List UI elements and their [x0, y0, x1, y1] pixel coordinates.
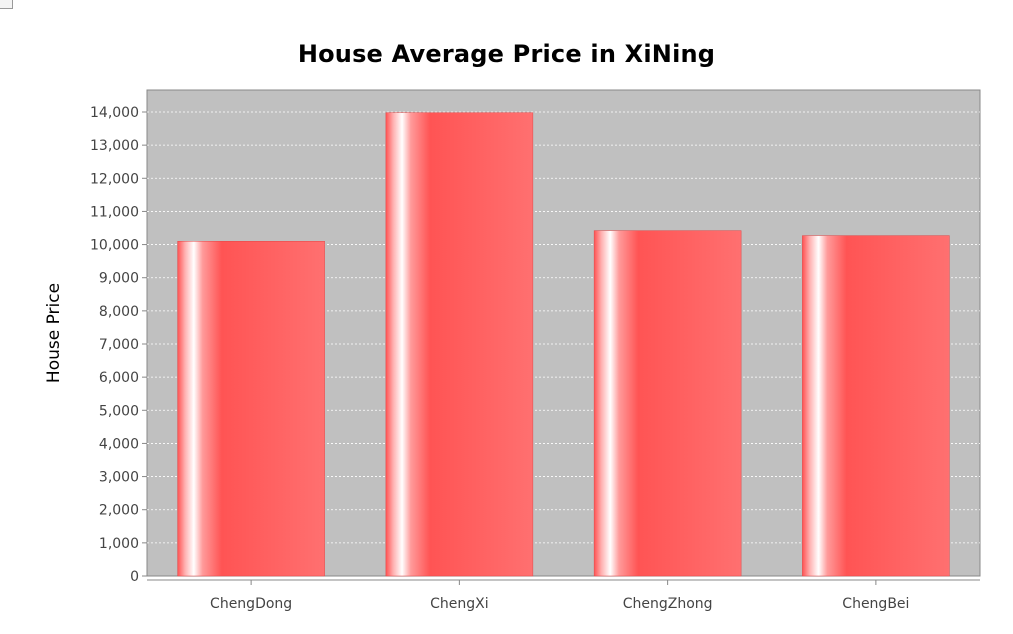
y-tick-label: 4,000	[99, 436, 139, 452]
bars	[177, 112, 950, 577]
x-tick-label: ChengBei	[842, 596, 909, 612]
y-tick-label: 14,000	[90, 105, 139, 121]
y-tick-label: 9,000	[99, 271, 139, 287]
axes	[142, 111, 980, 585]
y-tick-label: 12,000	[90, 171, 139, 187]
y-tick-label: 2,000	[99, 503, 139, 519]
y-tick-label: 3,000	[99, 470, 139, 486]
bar-chengdong	[177, 241, 325, 577]
bar-chengbei	[802, 235, 950, 577]
bar-chengzhong	[593, 230, 742, 577]
gridlines	[147, 111, 980, 544]
chart-title: House Average Price in XiNing	[297, 40, 716, 68]
y-tick-label: 6,000	[99, 370, 139, 386]
y-tick-label: 0	[130, 569, 139, 585]
x-tick-label: ChengDong	[210, 596, 292, 612]
y-tick-label: 8,000	[99, 304, 139, 320]
y-tick-label: 10,000	[90, 238, 139, 254]
x-tick-label: ChengXi	[430, 596, 489, 612]
corner-marker	[0, 0, 13, 9]
y-tick-label: 5,000	[99, 403, 139, 419]
y-tick-label: 11,000	[90, 204, 139, 220]
tick-labels: 0 1,000 2,000 3,000 4,000 5,000 6,000 7,000 8,00…	[90, 105, 909, 612]
y-axis-label: House Price	[44, 283, 64, 383]
y-tick-label: 13,000	[90, 138, 139, 154]
y-tick-label: 7,000	[99, 337, 139, 353]
bar-chengxi	[385, 112, 534, 577]
x-tick-label: ChengZhong	[623, 596, 713, 612]
y-tick-label: 1,000	[99, 536, 139, 552]
